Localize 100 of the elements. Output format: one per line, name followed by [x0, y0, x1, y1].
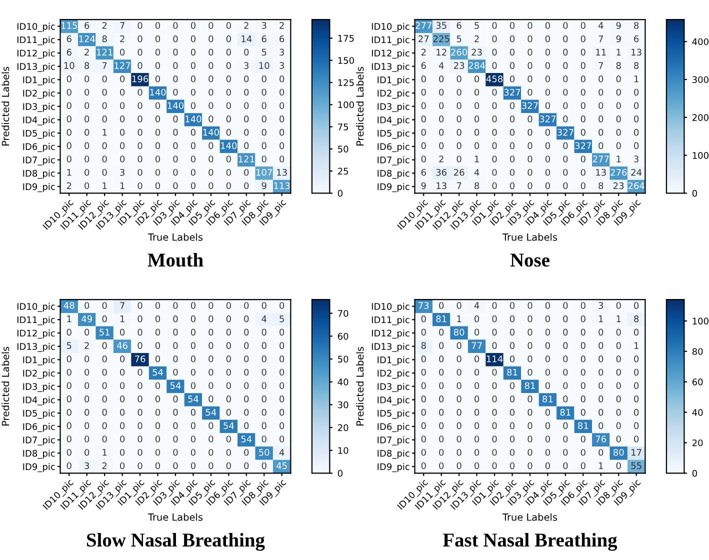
data-label: 0 — [492, 142, 497, 150]
data-label: 0 — [226, 382, 231, 390]
data-label: 1 — [634, 342, 638, 349]
data-label: 0 — [439, 408, 444, 416]
data-label: 140 — [203, 128, 219, 136]
data-label: 0 — [616, 422, 621, 430]
data-label: 140 — [186, 116, 202, 122]
data-label: 0 — [563, 396, 568, 402]
color-bar-label: 50 — [338, 356, 348, 363]
data-label: 0 — [510, 408, 515, 416]
data-label: 0 — [439, 462, 444, 470]
data-label: 2 — [474, 35, 479, 42]
data-label: 0 — [155, 142, 160, 150]
color-bar-label: 40 — [338, 378, 348, 386]
data-label: 9 — [616, 22, 621, 29]
data-label: 0 — [598, 142, 604, 150]
data-label: 0 — [421, 128, 426, 136]
y-tick-label: ID8_pic — [378, 170, 410, 179]
data-label: 0 — [262, 408, 266, 416]
data-label: 0 — [421, 102, 426, 110]
y-tick-label: ID9_pic — [378, 183, 410, 192]
data-label: 0 — [244, 408, 249, 416]
data-label: 3 — [120, 168, 124, 176]
data-label: 121 — [96, 48, 112, 56]
data-label: 0 — [439, 302, 444, 309]
data-label: 0 — [280, 422, 284, 430]
data-label: 9 — [616, 35, 621, 42]
data-label: 0 — [208, 328, 214, 336]
data-label: 0 — [545, 142, 550, 150]
data-label: 0 — [580, 382, 586, 390]
data-label: 0 — [173, 408, 178, 416]
data-label: 0 — [244, 368, 249, 376]
data-label: 0 — [102, 382, 107, 390]
data-label: 0 — [102, 102, 107, 110]
data-label: 0 — [580, 156, 586, 162]
data-label: 0 — [102, 396, 107, 402]
data-label: 4 — [474, 302, 480, 309]
data-label: 140 — [150, 88, 166, 96]
data-label: 0 — [190, 408, 196, 416]
data-label: 0 — [616, 142, 621, 150]
data-label: 0 — [138, 156, 142, 162]
data-label: 284 — [468, 62, 485, 69]
data-label: 0 — [563, 328, 568, 336]
data-label: 0 — [439, 342, 444, 349]
data-label: 0 — [421, 436, 426, 442]
data-label: 0 — [262, 75, 266, 82]
data-label: 0 — [262, 422, 266, 430]
data-label: 0 — [545, 355, 550, 362]
data-label: 0 — [439, 142, 444, 150]
data-label: 0 — [492, 35, 497, 42]
data-label: 0 — [545, 48, 550, 56]
data-label: 0 — [138, 302, 142, 309]
data-label: 0 — [155, 116, 160, 122]
data-label: 0 — [545, 102, 550, 110]
data-label: 0 — [173, 88, 178, 96]
data-label: 2 — [421, 48, 426, 56]
data-label: 0 — [510, 62, 515, 69]
data-label: 0 — [616, 128, 621, 136]
data-label: 0 — [208, 142, 214, 150]
data-label: 0 — [244, 48, 249, 56]
data-label: 0 — [492, 436, 497, 442]
y-tick-label: ID7_pic — [23, 156, 55, 166]
data-label: 0 — [66, 142, 72, 150]
data-label: 0 — [492, 48, 497, 56]
data-label: 0 — [580, 328, 586, 336]
data-label: 0 — [580, 342, 586, 349]
data-label: 0 — [598, 382, 604, 390]
y-tick-label: ID2_pic — [23, 90, 55, 99]
data-label: 0 — [138, 88, 142, 96]
data-label: 0 — [563, 88, 568, 96]
data-label: 0 — [474, 422, 480, 430]
data-label: 0 — [155, 355, 160, 362]
data-label: 0 — [528, 342, 532, 349]
data-label: 0 — [138, 22, 142, 29]
data-label: 0 — [510, 75, 515, 82]
data-label: 54 — [241, 436, 252, 442]
data-label: 0 — [155, 328, 160, 336]
data-label: 0 — [208, 462, 214, 470]
data-label: 1 — [616, 48, 621, 56]
data-label: 8 — [616, 62, 621, 69]
data-label: 0 — [190, 142, 196, 150]
data-label: 6 — [66, 35, 72, 42]
data-label: 81 — [524, 382, 535, 390]
data-label: 2 — [120, 35, 124, 42]
data-label: 0 — [580, 408, 586, 416]
data-label: 0 — [474, 462, 480, 470]
data-label: 27 — [418, 35, 429, 42]
data-label: 0 — [492, 315, 497, 322]
data-label: 327 — [558, 128, 574, 136]
data-label: 0 — [510, 422, 515, 430]
data-label: 0 — [155, 62, 160, 69]
data-label: 0 — [138, 142, 142, 150]
data-label: 1 — [474, 156, 479, 162]
color-bar-label: 20 — [338, 424, 348, 432]
data-label: 0 — [226, 355, 231, 362]
data-label: 0 — [155, 168, 160, 176]
data-label: 0 — [84, 408, 90, 416]
data-label: 0 — [510, 142, 515, 150]
data-label: 0 — [226, 102, 231, 110]
text: Nose — [510, 254, 550, 267]
